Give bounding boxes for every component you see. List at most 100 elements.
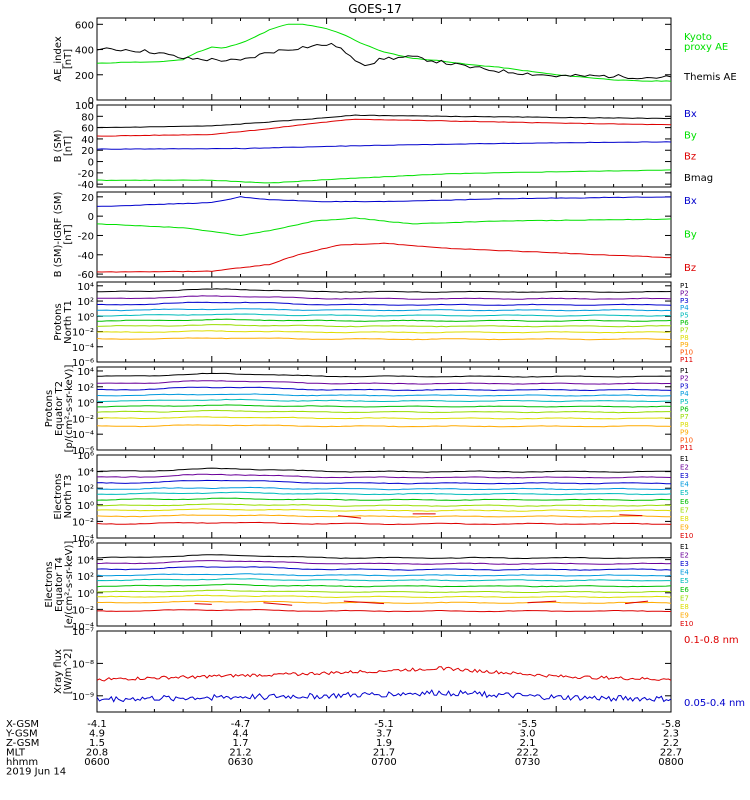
- y-tick-label: 10⁻⁷: [72, 627, 94, 638]
- x-row-value: -5.8: [661, 719, 681, 730]
- channel-line-e8: [97, 594, 671, 599]
- series-group: [97, 288, 671, 341]
- y-axis-label: Equator T4: [54, 557, 65, 612]
- channel-segment-e9: [527, 600, 557, 604]
- channel-line-e7: [97, 589, 671, 594]
- y-tick-label: 10²: [77, 484, 94, 495]
- series-line-bz: [97, 118, 671, 137]
- x-row-value: 0700: [371, 757, 396, 768]
- channel-label-p2: P2: [680, 375, 689, 383]
- channel-label-e5: E5: [680, 489, 689, 497]
- panel-frame: [96, 366, 672, 451]
- chart-title: GOES-17: [348, 2, 402, 16]
- channel-label-p11: P11: [680, 444, 693, 452]
- channel-label-e6: E6: [680, 498, 689, 506]
- series-line-bmag: [97, 114, 671, 129]
- x-row-label: X-GSM: [6, 719, 39, 730]
- channel-label-p7: P7: [680, 413, 689, 421]
- y-tick-label: 10⁻⁴: [72, 622, 94, 633]
- x-row-value: 2.1: [520, 738, 536, 749]
- y-axis-label: AE_index: [53, 36, 64, 82]
- channel-segment-e9: [619, 514, 643, 517]
- channel-label-p8: P8: [680, 334, 689, 342]
- legend-entry: Kyoto: [684, 32, 712, 43]
- channel-label-e2: E2: [680, 552, 689, 560]
- x-row-value: 1.9: [376, 738, 392, 749]
- channel-label-p8: P8: [680, 421, 689, 429]
- y-tick-label: 0: [88, 158, 94, 169]
- y-axis-label: North T1: [63, 300, 74, 344]
- channel-label-p11: P11: [680, 356, 693, 364]
- series-line-bx: [97, 196, 671, 207]
- x-row-value: 3.0: [520, 729, 536, 740]
- channel-line-e10: [97, 521, 671, 526]
- x-row-value: -5.1: [374, 719, 394, 730]
- channel-label-e6: E6: [680, 586, 689, 594]
- y-tick-label: 10²: [77, 383, 94, 394]
- channel-line-e4: [97, 486, 671, 491]
- channel-label-e8: E8: [680, 603, 689, 611]
- x-row-value: 4.9: [89, 729, 105, 740]
- channel-label-p4: P4: [680, 304, 689, 312]
- channel-line-p8: [97, 416, 671, 420]
- y-tick-label: 10⁻⁹: [72, 692, 94, 703]
- x-row-value: 0800: [658, 757, 683, 768]
- x-row-value: 1.7: [233, 738, 249, 749]
- channel-label-p10: P10: [680, 349, 693, 357]
- y-axis-label: [nT]: [63, 136, 74, 156]
- y-axis-label: [nT]: [63, 224, 74, 244]
- y-axis-label: Xray flux: [53, 649, 64, 694]
- legend-entry: Bmag: [684, 173, 713, 184]
- y-tick-label: 10⁻⁶: [72, 446, 94, 457]
- x-row-value: 0730: [515, 757, 540, 768]
- series-group: [97, 23, 671, 82]
- y-axis-label: [p/(cm²-s-sr-keV)]: [64, 365, 75, 453]
- channel-line-p2: [97, 295, 671, 300]
- x-row-value: 2.3: [663, 729, 679, 740]
- y-tick-label: 20: [81, 146, 94, 157]
- y-axis-label: B (SM): [53, 129, 64, 162]
- x-row-value: 2.2: [663, 738, 679, 749]
- panel-bigrf: -60 -40 -20 0 20 B (SM)-IGRF (SM) [nT] Bx By Bz: [53, 191, 697, 281]
- y-axis-label: Protons: [53, 303, 64, 340]
- x-row-value: 4.4: [233, 729, 249, 740]
- x-row-value: 0600: [84, 757, 109, 768]
- y-axis-label: Equator T2: [54, 381, 65, 436]
- channel-label-e5: E5: [680, 577, 689, 585]
- y-tick-label: 10⁴: [77, 367, 94, 378]
- channel-label-p10: P10: [680, 436, 693, 444]
- series-group: [97, 196, 671, 273]
- series-line-bz: [97, 242, 671, 273]
- channel-label-p2: P2: [680, 289, 689, 297]
- y-tick-label: 10⁻⁴: [72, 534, 94, 545]
- legend-entry: Themis AE: [683, 72, 737, 83]
- y-tick-label: 400: [75, 46, 94, 57]
- panel-frame: [96, 191, 672, 278]
- legend-entry: By: [684, 130, 697, 141]
- y-tick-label: 0: [88, 96, 94, 107]
- channel-line-e2: [97, 473, 671, 479]
- channel-label-e10: E10: [680, 532, 693, 540]
- channel-label-p3: P3: [680, 382, 689, 390]
- channel-label-e3: E3: [680, 560, 689, 568]
- channel-segment-e9: [343, 600, 385, 605]
- channel-line-p6: [97, 318, 671, 322]
- y-tick-label: 10²: [77, 572, 94, 583]
- y-tick-label: 10⁴: [77, 556, 94, 567]
- panel-protons_t1: 10⁻⁶ 10⁻⁴ 10⁻² 10⁰ 10² 10⁴ Protons North T1 P1P2…: [53, 281, 693, 369]
- channel-label-p5: P5: [680, 398, 689, 406]
- y-axis-label: Electrons: [53, 473, 64, 519]
- channel-segment-e9: [263, 602, 293, 606]
- y-tick-label: 600: [75, 20, 94, 31]
- channel-segment-e9: [338, 515, 362, 519]
- channel-line-p7: [97, 324, 671, 328]
- y-tick-label: -20: [78, 169, 94, 180]
- channel-label-e9: E9: [680, 611, 689, 619]
- y-tick-label: 10⁰: [77, 312, 94, 323]
- channel-label-p7: P7: [680, 326, 689, 334]
- y-tick-label: 10⁴: [77, 468, 94, 479]
- channel-line-p1: [97, 372, 671, 378]
